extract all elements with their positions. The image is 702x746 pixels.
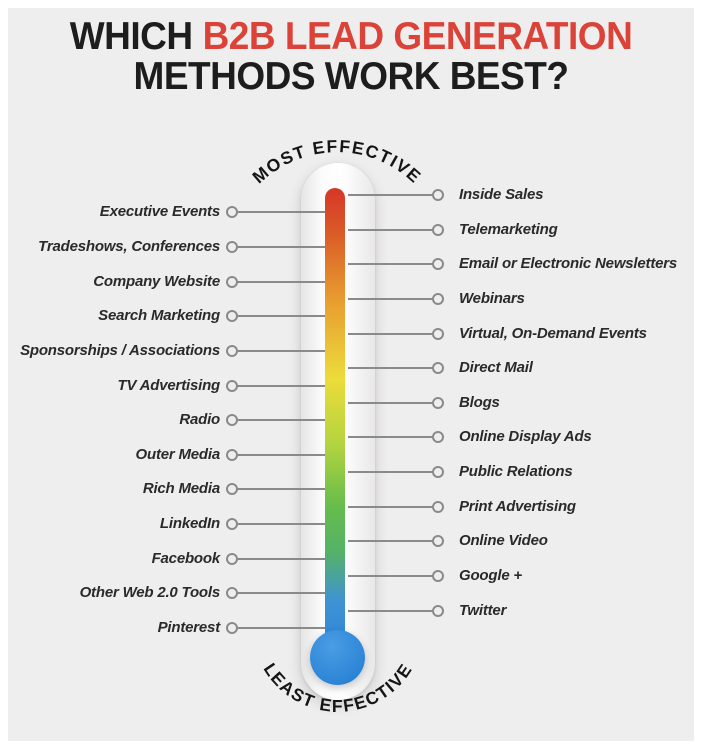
method-label: Radio [179, 411, 220, 428]
title-which: WHICH [69, 13, 193, 58]
method-label: Other Web 2.0 Tools [79, 584, 221, 601]
connector-line [236, 488, 327, 490]
connector-line [236, 627, 327, 629]
connector-line [348, 575, 432, 577]
connector-line [348, 436, 432, 438]
method-label: Twitter [459, 602, 507, 619]
connector-line [236, 385, 327, 387]
connector-dot [226, 587, 238, 599]
connector-dot [432, 397, 444, 409]
connector-dot [226, 553, 238, 565]
connector-line [236, 281, 327, 283]
method-label: Print Advertising [459, 498, 576, 515]
method-label: Sponsorships / Associations [20, 342, 220, 359]
connector-dot [432, 570, 444, 582]
method-label: Google + [459, 567, 522, 584]
connector-line [348, 194, 432, 196]
connector-dot [432, 328, 444, 340]
connector-line [348, 298, 432, 300]
method-label: Outer Media [135, 446, 221, 463]
connector-dot [432, 224, 444, 236]
connector-dot [226, 414, 238, 426]
connector-dot [226, 380, 238, 392]
method-label: Email or Electronic Newsletters [459, 255, 678, 272]
method-label: Webinars [459, 290, 525, 307]
method-label: Inside Sales [459, 186, 544, 203]
method-label: Telemarketing [459, 221, 558, 238]
connector-dot [226, 518, 238, 530]
connector-line [236, 592, 327, 594]
method-label: Tradeshows, Conferences [38, 238, 220, 255]
connector-dot [226, 345, 238, 357]
connector-dot [226, 622, 238, 634]
method-label: Public Relations [459, 463, 573, 480]
title-line-2: METHODS WORK BEST? [133, 54, 569, 98]
connector-line [348, 229, 432, 231]
connector-line [236, 350, 327, 352]
connector-line [348, 402, 432, 404]
method-label: Online Video [459, 532, 548, 549]
thermometer-bulb [310, 630, 365, 685]
method-label: Online Display Ads [459, 428, 592, 445]
connector-dot [432, 605, 444, 617]
title-b2b-lead-generation: B2B LEAD GENERATION [202, 13, 633, 58]
method-label: Rich Media [142, 480, 220, 497]
connector-line [348, 506, 432, 508]
connector-dot [226, 483, 238, 495]
connector-dot [432, 535, 444, 547]
connector-dot [226, 276, 238, 288]
connector-line [236, 315, 327, 317]
connector-dot [432, 466, 444, 478]
connector-line [236, 211, 327, 213]
connector-line [348, 540, 432, 542]
method-label: Executive Events [99, 203, 220, 220]
connector-line [236, 558, 327, 560]
title-line-1: WHICH B2B LEAD GENERATION [0, 13, 702, 58]
connector-dot [432, 189, 444, 201]
method-label: Facebook [151, 550, 221, 567]
connector-dot [432, 362, 444, 374]
connector-dot [432, 258, 444, 270]
method-label: TV Advertising [117, 377, 221, 394]
connector-line [348, 263, 432, 265]
method-label: Blogs [459, 394, 500, 411]
connector-line [236, 454, 327, 456]
method-label: LinkedIn [159, 515, 220, 532]
method-label: Company Website [93, 273, 220, 290]
connector-dot [432, 431, 444, 443]
connector-line [236, 246, 327, 248]
connector-dot [226, 449, 238, 461]
connector-line [236, 419, 327, 421]
connector-line [348, 367, 432, 369]
method-label: Direct Mail [459, 359, 533, 376]
connector-dot [226, 206, 238, 218]
connector-line [348, 610, 432, 612]
method-label: Search Marketing [98, 307, 220, 324]
page-title: WHICH B2B LEAD GENERATION METHODS WORK BE… [0, 13, 702, 98]
connector-line [348, 333, 432, 335]
thermometer-gradient-fill [325, 188, 345, 643]
connector-line [236, 523, 327, 525]
connector-dot [226, 241, 238, 253]
connector-dot [226, 310, 238, 322]
connector-line [348, 471, 432, 473]
method-label: Virtual, On-Demand Events [459, 325, 647, 342]
connector-dot [432, 293, 444, 305]
connector-dot [432, 501, 444, 513]
method-label: Pinterest [157, 619, 221, 636]
